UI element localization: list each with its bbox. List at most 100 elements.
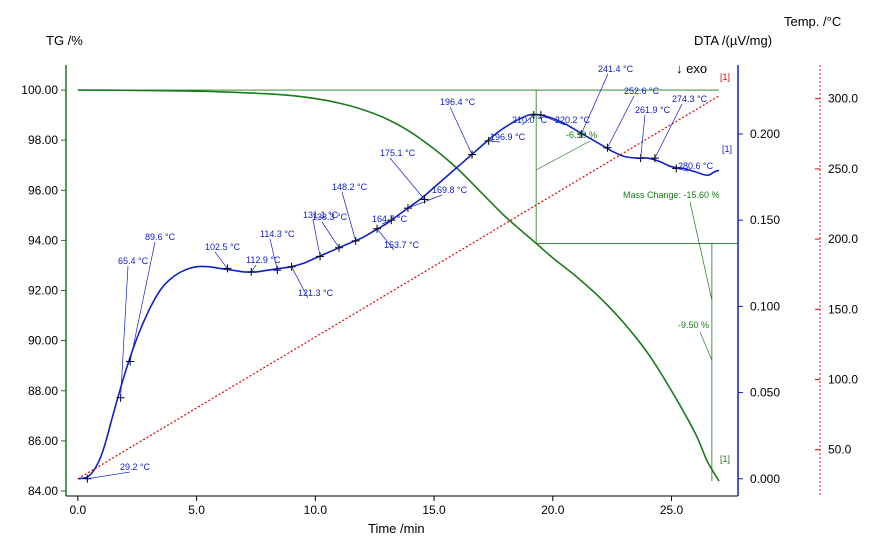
tg-tick-label: 98.00 bbox=[28, 133, 58, 147]
dta-peak-label: 102.5 °C bbox=[205, 242, 241, 252]
dta-peak-leader bbox=[449, 106, 473, 155]
dta-peak-leader bbox=[312, 219, 321, 257]
temp-tick-label: 150.0 bbox=[828, 302, 858, 316]
dta-peak-marker bbox=[577, 129, 586, 138]
dta-peak-label: 153.7 °C bbox=[384, 240, 420, 250]
dta-peak-leader bbox=[269, 238, 278, 271]
tg-tick-label: 92.00 bbox=[28, 284, 58, 298]
dta-peak-label: 220.2 °C bbox=[555, 115, 591, 125]
tick-labels: 0.0 5.0 10.0 15.0 20.0 25.0 84.00 86.00 88.00 90.… bbox=[21, 83, 858, 517]
dta-tick-label: 0.150 bbox=[750, 213, 780, 227]
temp-tick-label: 200.0 bbox=[828, 232, 858, 246]
segment-marker: [1] bbox=[720, 454, 730, 464]
dta-peak-label: 29.2 °C bbox=[120, 462, 151, 472]
dta-peak-leader bbox=[341, 191, 357, 241]
dta-peak-marker bbox=[603, 143, 612, 152]
dta-peak-marker bbox=[273, 266, 282, 275]
dta-peak-marker bbox=[373, 224, 382, 233]
mass-change-label: Mass Change: -15.60 % bbox=[623, 190, 720, 200]
dta-tick-label: 0.050 bbox=[750, 386, 780, 400]
tg-tick-label: 84.00 bbox=[28, 484, 58, 498]
dta-peak-leader bbox=[381, 219, 392, 225]
temp-tick-label: 100.0 bbox=[828, 372, 858, 386]
tg-tick-label: 90.00 bbox=[28, 334, 58, 348]
dta-peak-leader bbox=[321, 221, 340, 248]
tg-tick-label: 94.00 bbox=[28, 233, 58, 247]
dta-peak-label: 175.1 °C bbox=[380, 148, 416, 158]
dta-peak-marker bbox=[316, 252, 325, 261]
dta-peak-leader bbox=[580, 73, 609, 135]
dta-peak-leader bbox=[488, 140, 501, 143]
tg-tick-label: 88.00 bbox=[28, 384, 58, 398]
x-tick-label: 25.0 bbox=[660, 503, 684, 517]
mass-change-label: -6.10 % bbox=[566, 130, 597, 140]
dta-peak-marker bbox=[126, 357, 135, 366]
dta-peak-label: 196.9 °C bbox=[490, 132, 526, 142]
dta-peak-label: 114.3 °C bbox=[260, 229, 295, 239]
dta-peak-label: 138.3 °C bbox=[312, 212, 348, 222]
dta-peak-leader bbox=[291, 266, 309, 299]
dta-peak-leader bbox=[676, 168, 689, 172]
mass-change-leader bbox=[689, 201, 713, 301]
mass-change-leader bbox=[699, 331, 713, 361]
dta-peak-label: 121.3 °C bbox=[298, 288, 334, 298]
segment-marker: [1] bbox=[722, 144, 732, 154]
dta-peak-leader bbox=[540, 114, 566, 126]
dta-peak-leader bbox=[654, 103, 683, 159]
dta-peak-marker bbox=[223, 264, 232, 273]
plot-lines bbox=[77, 89, 720, 482]
dta-peak-leader bbox=[214, 251, 228, 269]
tg-tick-label: 86.00 bbox=[28, 434, 58, 448]
dta-peak-label: 280.6 °C bbox=[678, 161, 714, 171]
dta-peak-marker bbox=[672, 164, 681, 173]
dta-peak-leader bbox=[521, 114, 535, 126]
dta-peak-label: 274.3 °C bbox=[672, 94, 708, 104]
temp-tick-label: 250.0 bbox=[828, 162, 858, 176]
tg-tick-label: 96.00 bbox=[28, 183, 58, 197]
dta-peak-label: 89.6 °C bbox=[145, 232, 176, 242]
annotations: 29.2 °C 65.4 °C 89.6 °C 102.5 °C 112.9 °C 114… bbox=[83, 64, 738, 483]
dta-peak-label: 148.2 °C bbox=[332, 182, 368, 192]
dta-series-line bbox=[77, 113, 720, 480]
dta-peak-label: 164.7 °C bbox=[372, 214, 408, 224]
segment-marker: [1] bbox=[720, 72, 730, 82]
dta-peak-leader bbox=[87, 471, 131, 480]
x-tick-label: 15.0 bbox=[422, 503, 446, 517]
dta-tick-label: 0.000 bbox=[750, 472, 780, 486]
dta-peak-leader bbox=[120, 265, 129, 398]
dta-peak-label: 112.9 °C bbox=[246, 255, 281, 265]
dta-peak-label: 210.0 °C bbox=[512, 115, 548, 125]
mass-change-leader bbox=[535, 140, 591, 171]
temp-tick-label: 50.0 bbox=[828, 443, 852, 457]
dta-peak-leader bbox=[640, 114, 646, 159]
dta-peak-label: 261.9 °C bbox=[635, 105, 671, 115]
dta-peak-label: 131.1 °C bbox=[303, 210, 339, 220]
dta-axis-title: DTA /(µV/mg) bbox=[694, 33, 772, 48]
temp-axis-title: Temp. /°C bbox=[784, 14, 841, 29]
dta-peak-leader bbox=[250, 264, 257, 273]
dta-peak-leader bbox=[389, 157, 425, 200]
dta-peak-marker bbox=[287, 262, 296, 271]
dta-peak-marker bbox=[83, 474, 92, 483]
dta-peak-marker bbox=[403, 204, 412, 213]
dta-peak-leader bbox=[129, 241, 156, 362]
dta-peak-label: 196.4 °C bbox=[440, 97, 476, 107]
tg-series-line bbox=[77, 89, 720, 482]
x-axis-title: Time /min bbox=[368, 521, 425, 536]
dta-peak-label: 65.4 °C bbox=[118, 256, 149, 266]
dta-tick-label: 0.100 bbox=[750, 299, 780, 313]
tg-axis-title: TG /% bbox=[46, 33, 83, 48]
dta-peak-marker bbox=[650, 154, 659, 163]
mass-change-label: -9.50 % bbox=[678, 320, 709, 330]
dta-peak-label: 252.6 °C bbox=[624, 86, 660, 96]
dta-peak-leader bbox=[607, 95, 635, 148]
exo-label: ↓ exo bbox=[676, 61, 707, 76]
x-tick-label: 10.0 bbox=[304, 503, 328, 517]
x-tick-label: 5.0 bbox=[188, 503, 205, 517]
x-tick-label: 20.0 bbox=[541, 503, 565, 517]
x-tick-label: 0.0 bbox=[70, 503, 87, 517]
dta-tick-label: 0.200 bbox=[750, 127, 780, 141]
tg-tick-label: 100.00 bbox=[21, 83, 58, 97]
temp-tick-label: 300.0 bbox=[828, 92, 858, 106]
